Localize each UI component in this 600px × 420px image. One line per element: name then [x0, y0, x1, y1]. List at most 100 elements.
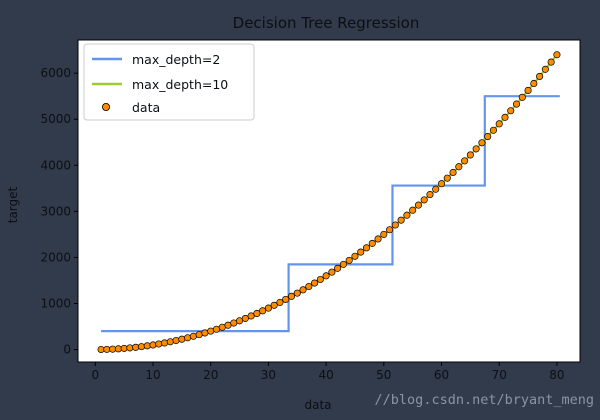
- data-point: [299, 286, 307, 294]
- data-point: [137, 343, 146, 351]
- data-point: [287, 292, 296, 300]
- x-tick-label: 0: [91, 368, 99, 382]
- data-point: [507, 107, 515, 115]
- data-point: [305, 282, 313, 291]
- data-point: [472, 145, 480, 153]
- data-point: [541, 65, 549, 73]
- legend-swatch-data: [102, 103, 111, 112]
- data-point: [409, 206, 417, 214]
- data-point: [461, 157, 469, 165]
- data-point: [126, 344, 134, 352]
- data-point: [426, 191, 434, 199]
- data-point: [149, 341, 157, 349]
- legend-label-max-depth-2: max_depth=2: [132, 52, 220, 67]
- data-point: [322, 272, 330, 280]
- data-point: [536, 72, 544, 80]
- data-point: [293, 289, 301, 297]
- data-point: [524, 86, 532, 94]
- data-point: [495, 120, 503, 128]
- data-point: [328, 268, 336, 276]
- data-point: [282, 295, 290, 303]
- data-point: [530, 79, 538, 88]
- data-point: [264, 304, 272, 312]
- data-point: [247, 312, 255, 320]
- x-tick-label: 50: [376, 368, 391, 382]
- scatter-points: [97, 51, 561, 354]
- data-point: [120, 344, 128, 352]
- data-point: [316, 275, 324, 284]
- x-tick-label: 30: [261, 368, 276, 382]
- data-point: [259, 307, 267, 315]
- data-point: [334, 264, 342, 272]
- data-point: [391, 221, 399, 229]
- x-axis-ticks: 0 10 20 30 40 50 60 70 80: [91, 362, 565, 382]
- data-point: [253, 309, 261, 317]
- y-tick-label: 1000: [40, 296, 71, 310]
- data-point: [270, 301, 278, 309]
- data-point: [547, 58, 555, 66]
- data-point: [403, 211, 411, 219]
- y-axis-ticks: 0 1000 2000 3000 4000 5000 6000: [40, 66, 78, 357]
- data-point: [374, 235, 382, 243]
- x-axis-label: data: [304, 398, 331, 412]
- data-point: [397, 216, 405, 224]
- data-point: [455, 163, 463, 171]
- data-point: [420, 196, 428, 204]
- legend-box: [83, 43, 255, 121]
- data-point: [368, 239, 376, 247]
- data-point: [449, 168, 457, 177]
- data-point: [478, 139, 486, 147]
- data-point: [489, 126, 497, 134]
- data-point: [484, 133, 492, 141]
- data-point: [172, 336, 180, 345]
- data-point: [178, 335, 186, 343]
- data-point: [311, 279, 319, 287]
- data-point: [386, 226, 394, 234]
- data-point: [161, 339, 169, 347]
- data-point: [437, 180, 446, 188]
- data-point: [443, 174, 451, 182]
- data-point: [414, 201, 422, 209]
- data-point: [351, 252, 359, 260]
- data-point: [512, 100, 521, 108]
- data-point: [345, 256, 353, 264]
- data-point: [276, 298, 284, 306]
- data-point: [380, 230, 388, 238]
- y-tick-label: 4000: [40, 158, 71, 172]
- x-tick-label: 10: [145, 368, 160, 382]
- legend-label-max-depth-10: max_depth=10: [132, 77, 228, 92]
- legend: max_depth=2 max_depth=10 data: [83, 43, 255, 121]
- data-point: [362, 244, 371, 252]
- data-point: [189, 332, 197, 340]
- x-tick-label: 60: [434, 368, 449, 382]
- y-tick-label: 6000: [40, 66, 71, 80]
- data-point: [357, 248, 365, 256]
- data-point: [195, 331, 203, 339]
- data-point: [553, 51, 561, 59]
- data-point: [466, 151, 474, 159]
- y-tick-label: 3000: [40, 204, 71, 218]
- watermark: //blog.csdn.net/bryant_meng: [375, 392, 594, 408]
- data-point: [339, 260, 347, 268]
- data-point: [143, 342, 151, 350]
- data-point: [432, 185, 440, 193]
- legend-label-data: data: [132, 100, 160, 115]
- data-point: [114, 345, 122, 353]
- data-point: [155, 340, 163, 348]
- x-tick-label: 20: [203, 368, 218, 382]
- y-tick-label: 5000: [40, 112, 71, 126]
- data-point: [132, 343, 140, 351]
- x-tick-label: 70: [492, 368, 507, 382]
- data-point: [201, 329, 209, 337]
- y-tick-label: 2000: [40, 250, 71, 264]
- chart-title: Decision Tree Regression: [233, 14, 420, 32]
- data-point: [501, 113, 509, 121]
- x-tick-label: 40: [318, 368, 333, 382]
- x-tick-label: 80: [549, 368, 564, 382]
- data-point: [166, 338, 174, 346]
- data-point: [518, 93, 526, 101]
- y-axis-label: target: [6, 186, 20, 223]
- data-point: [184, 334, 192, 342]
- y-tick-label: 0: [63, 343, 71, 357]
